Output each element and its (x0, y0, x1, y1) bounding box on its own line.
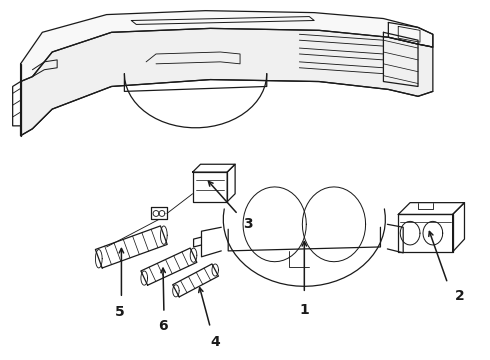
Polygon shape (21, 11, 433, 82)
Text: 6: 6 (158, 319, 168, 333)
Text: 1: 1 (299, 303, 309, 317)
Polygon shape (21, 28, 433, 136)
Text: 3: 3 (243, 217, 253, 231)
Text: 2: 2 (455, 289, 465, 303)
Text: 5: 5 (115, 305, 124, 319)
Text: 4: 4 (211, 336, 220, 350)
